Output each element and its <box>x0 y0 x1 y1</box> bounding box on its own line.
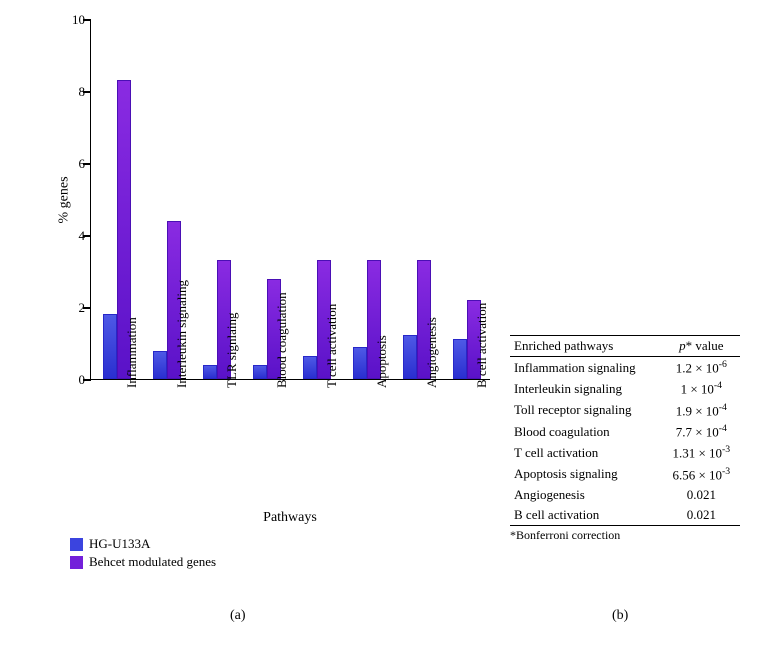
bar-series1 <box>303 356 317 379</box>
cell-pathway: Toll receptor signaling <box>510 400 663 421</box>
table-row: Interleukin signaling1 × 10-4 <box>510 378 740 399</box>
bar-series1 <box>153 351 167 379</box>
cell-pvalue: 6.56 × 10-3 <box>663 464 740 485</box>
cell-pvalue: 0.021 <box>663 485 740 505</box>
cell-pathway: Apoptosis signaling <box>510 464 663 485</box>
figure-root: % genes 0 2 4 6 8 10 Pathways InflammationInt… <box>0 0 757 669</box>
bar-series1 <box>353 347 367 379</box>
bar-series1 <box>103 314 117 379</box>
table-header-row: Enriched pathways p* value <box>510 336 740 357</box>
cell-pathway: Angiogenesis <box>510 485 663 505</box>
y-tick-label: 10 <box>61 12 85 28</box>
y-tick-label: 0 <box>61 372 85 388</box>
table-row: T cell activation1.31 × 10-3 <box>510 442 740 463</box>
bar-chart-panel: % genes 0 2 4 6 8 10 Pathways InflammationInt… <box>20 10 500 570</box>
y-tick-label: 8 <box>61 84 85 100</box>
bar-series1 <box>453 339 467 379</box>
legend-swatch-icon <box>70 556 83 569</box>
cell-pathway: Blood coagulation <box>510 421 663 442</box>
cell-pathway: Interleukin signaling <box>510 378 663 399</box>
bar-series1 <box>253 365 267 379</box>
col-header-pathway: Enriched pathways <box>510 336 663 357</box>
col-header-pvalue: p* value <box>663 336 740 357</box>
bar-series1 <box>203 365 217 379</box>
y-tick-label: 2 <box>61 300 85 316</box>
y-tick-label: 6 <box>61 156 85 172</box>
table-row: Apoptosis signaling6.56 × 10-3 <box>510 464 740 485</box>
cell-pvalue: 1.2 × 10-6 <box>663 357 740 379</box>
legend-label: HG-U133A <box>89 536 150 552</box>
x-axis-label: Pathways <box>90 510 490 526</box>
cell-pathway: T cell activation <box>510 442 663 463</box>
cell-pathway: Inflammation signaling <box>510 357 663 379</box>
cell-pathway: B cell activation <box>510 505 663 526</box>
table-row: Inflammation signaling1.2 × 10-6 <box>510 357 740 379</box>
legend-item: Behcet modulated genes <box>70 554 216 570</box>
panel-label-b: (b) <box>612 608 628 624</box>
legend-item: HG-U133A <box>70 536 216 552</box>
y-axis-label: % genes <box>57 176 73 223</box>
table-row: Blood coagulation7.7 × 10-4 <box>510 421 740 442</box>
legend-label: Behcet modulated genes <box>89 554 216 570</box>
table-row: B cell activation0.021 <box>510 505 740 526</box>
legend-swatch-icon <box>70 538 83 551</box>
cell-pvalue: 1 × 10-4 <box>663 378 740 399</box>
cell-pvalue: 1.31 × 10-3 <box>663 442 740 463</box>
y-tick-label: 4 <box>61 228 85 244</box>
panel-label-a: (a) <box>230 608 246 624</box>
enriched-pathways-table: Enriched pathways p* value Inflammation … <box>510 335 740 526</box>
table-footnote: *Bonferroni correction <box>510 528 740 543</box>
table-row: Toll receptor signaling1.9 × 10-4 <box>510 400 740 421</box>
enriched-pathways-table-panel: Enriched pathways p* value Inflammation … <box>510 335 740 543</box>
cell-pvalue: 0.021 <box>663 505 740 526</box>
cell-pvalue: 1.9 × 10-4 <box>663 400 740 421</box>
legend: HG-U133A Behcet modulated genes <box>70 536 216 572</box>
table-row: Angiogenesis0.021 <box>510 485 740 505</box>
table-body: Inflammation signaling1.2 × 10-6Interleu… <box>510 357 740 526</box>
bar-series1 <box>403 335 417 379</box>
x-tick-labels: Pathways InflammationInterleukin signali… <box>90 382 490 512</box>
cell-pvalue: 7.7 × 10-4 <box>663 421 740 442</box>
